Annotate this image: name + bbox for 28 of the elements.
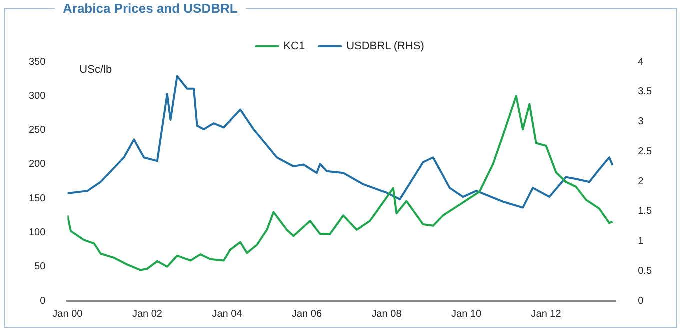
x-tick-label: Jan 10 bbox=[452, 308, 482, 320]
legend-label: USDBRL (RHS) bbox=[346, 40, 424, 53]
x-tick-label: Jan 00 bbox=[52, 308, 84, 320]
x-tick-label: Jan 12 bbox=[531, 308, 562, 320]
y-tick-label: 0 bbox=[40, 296, 46, 307]
y2-tick-label: 1 bbox=[638, 236, 644, 247]
y-tick-label: 200 bbox=[28, 159, 46, 170]
x-tick-label: Jan 02 bbox=[132, 308, 163, 320]
x-tick-label: Jan 04 bbox=[212, 308, 243, 320]
y-tick-label: 150 bbox=[28, 193, 46, 204]
y-axis-title: USc/lb bbox=[80, 64, 112, 76]
y2-tick-label: 3.5 bbox=[638, 86, 652, 98]
x-tick-label: Jan 08 bbox=[372, 308, 402, 320]
y2-tick-label: 4 bbox=[638, 56, 644, 68]
y-tick-label: 50 bbox=[34, 262, 46, 273]
y2-tick-label: 3 bbox=[638, 116, 644, 128]
y-tick-label: 250 bbox=[28, 125, 46, 136]
legend-label: KC1 bbox=[284, 40, 306, 53]
y-tick-label: 300 bbox=[28, 90, 46, 102]
y2-tick-label: 2.5 bbox=[638, 146, 652, 158]
y-tick-label: 350 bbox=[28, 56, 46, 68]
y2-tick-label: 0 bbox=[638, 296, 644, 307]
chart-title: Arabica Prices and USDBRL bbox=[55, 1, 246, 16]
y2-tick-label: 1.5 bbox=[638, 206, 652, 218]
y2-tick-label: 2 bbox=[638, 176, 644, 188]
x-tick-label: Jan 06 bbox=[292, 308, 322, 320]
y2-tick-label: 0.5 bbox=[638, 266, 652, 277]
y-tick-label: 100 bbox=[28, 227, 46, 238]
